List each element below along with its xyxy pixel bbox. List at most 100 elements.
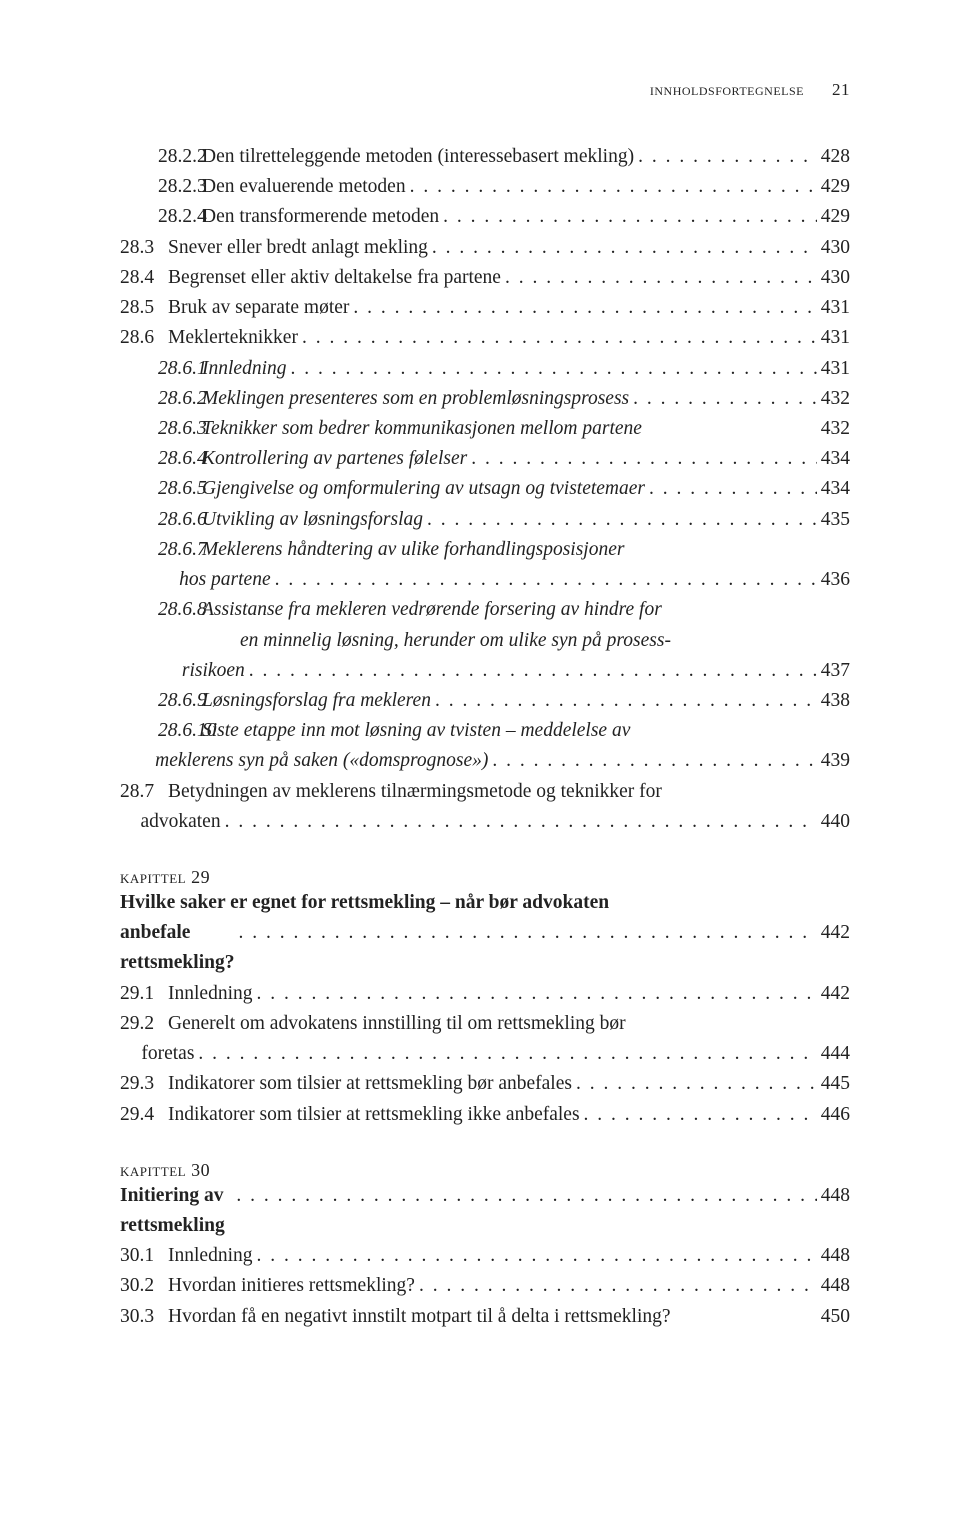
dots xyxy=(439,202,817,232)
dots xyxy=(406,172,817,202)
dots xyxy=(645,474,817,504)
toc-page: 442 xyxy=(817,979,850,1009)
toc-number: 28.6 xyxy=(120,323,164,353)
toc-number: 30.3 xyxy=(120,1302,164,1332)
dots xyxy=(629,384,817,414)
dots xyxy=(501,263,817,293)
chapter-30-title-text: Initiering av rettsmekling xyxy=(120,1181,232,1241)
toc-number: 28.5 xyxy=(120,293,164,323)
toc-entry: 28.6.6Utvikling av løsningsforslag435 xyxy=(120,505,850,535)
chapter-29-title: Hvilke saker er egnet for rettsmekling –… xyxy=(120,888,850,979)
dots xyxy=(428,233,817,263)
chapter-29-title-page: 442 xyxy=(817,918,850,948)
toc-page: 431 xyxy=(817,323,850,353)
dots xyxy=(194,1039,816,1069)
toc-label: Hvordan få en negativt innstilt motpart … xyxy=(164,1302,671,1332)
toc-page: 448 xyxy=(817,1271,850,1301)
toc-number: 29.2 xyxy=(120,1009,164,1039)
toc-label: Siste etappe inn mot løsning av tvisten … xyxy=(198,716,630,746)
toc-label: Meklerens håndtering av ulike forhandlin… xyxy=(198,535,624,565)
toc-entry: 28.6.2Meklingen presenteres som en probl… xyxy=(120,384,850,414)
toc-page: 432 xyxy=(817,384,850,414)
toc-number: 28.6.8 xyxy=(120,595,198,625)
toc-entry: 28.3Snever eller bredt anlagt mekling430 xyxy=(120,233,850,263)
toc-label: Innledning xyxy=(198,354,286,384)
toc-entry: 28.2.4Den transformerende metoden429 xyxy=(120,202,850,232)
dots xyxy=(245,656,817,686)
toc-entry: 29.3Indikatorer som tilsier at rettsmekl… xyxy=(120,1069,850,1099)
toc-label: Teknikker som bedrer kommunikasjonen mel… xyxy=(198,414,642,444)
toc-label: Begrenset eller aktiv deltakelse fra par… xyxy=(164,263,501,293)
toc-entry: 28.6.4Kontrollering av partenes følelser… xyxy=(120,444,850,474)
toc-label: Betydningen av meklerens tilnærmingsmeto… xyxy=(164,777,662,807)
toc-entry-cont: foretas444 xyxy=(120,1039,850,1069)
toc-label: Hvordan initieres rettsmekling? xyxy=(164,1271,415,1301)
chapter-29-label: kapittel 29 xyxy=(120,867,850,888)
toc-entry: 30.3Hvordan få en negativt innstilt motp… xyxy=(120,1302,850,1332)
toc-label: Innledning xyxy=(164,1241,252,1271)
toc-entry: 28.2.3Den evaluerende metoden429 xyxy=(120,172,850,202)
toc-label: Assistanse fra mekleren vedrørende forse… xyxy=(198,595,662,625)
dots xyxy=(580,1100,817,1130)
toc-number: 28.6.5 xyxy=(120,474,198,504)
toc-label: hos partene xyxy=(179,565,271,595)
toc-entry: 29.1Innledning 442 xyxy=(120,979,850,1009)
toc-entry-cont: hos partene 436 xyxy=(120,565,850,595)
dots xyxy=(488,746,816,776)
toc-page: 436 xyxy=(817,565,850,595)
dots xyxy=(572,1069,817,1099)
toc-label: Innledning xyxy=(164,979,252,1009)
toc-entry: 28.6.5Gjengivelse og omformulering av ut… xyxy=(120,474,850,504)
toc-entry: 28.6.10Siste etappe inn mot løsning av t… xyxy=(120,716,850,746)
toc-page: 445 xyxy=(817,1069,850,1099)
chapter-30-label: kapittel 30 xyxy=(120,1160,850,1181)
toc-section-28: 28.2.2Den tilretteleggende metoden (inte… xyxy=(120,142,850,837)
toc-entry: 28.6Meklerteknikker431 xyxy=(120,323,850,353)
toc-label: Kontrollering av partenes følelser xyxy=(198,444,467,474)
dots xyxy=(634,142,817,172)
toc-number: 28.6.1 xyxy=(120,354,198,384)
toc-page: 438 xyxy=(817,686,850,716)
toc-label: meklerens syn på saken («domsprognose») xyxy=(155,746,488,776)
toc-page: 448 xyxy=(817,1241,850,1271)
running-header: innholdsfortegnelse 21 xyxy=(120,80,850,100)
toc-entry: 28.6.9Løsningsforslag fra mekleren438 xyxy=(120,686,850,716)
toc-section-29: 29.1Innledning 442 29.2Generelt om advokat… xyxy=(120,979,850,1130)
toc-entry-cont: en minnelig løsning, herunder om ulike s… xyxy=(120,626,850,656)
dots xyxy=(252,1241,816,1271)
toc-section-30: 30.1Innledning44830.2Hvordan initieres r… xyxy=(120,1241,850,1332)
toc-entry: 30.1Innledning448 xyxy=(120,1241,850,1271)
toc-number: 28.6.7 xyxy=(120,535,198,565)
toc-label: Den tilretteleggende metoden (interesseb… xyxy=(198,142,634,172)
toc-entry-cont: risikoen437 xyxy=(120,656,850,686)
dots xyxy=(286,354,816,384)
toc-number: 28.6.10 xyxy=(120,716,198,746)
toc-page: 430 xyxy=(817,233,850,263)
toc-label: Bruk av separate møter xyxy=(164,293,349,323)
toc-label: Løsningsforslag fra mekleren xyxy=(198,686,431,716)
toc-page: 434 xyxy=(817,474,850,504)
chapter-29-title-line1: Hvilke saker er egnet for rettsmekling –… xyxy=(120,888,609,918)
toc-label: risikoen xyxy=(182,656,245,686)
toc-page: 439 xyxy=(817,746,850,776)
chapter-30-title: Initiering av rettsmekling 448 xyxy=(120,1181,850,1241)
toc-label: Indikatorer som tilsier at rettsmekling … xyxy=(164,1069,572,1099)
toc-page: 434 xyxy=(817,444,850,474)
toc-label: en minnelig løsning, herunder om ulike s… xyxy=(240,626,671,656)
header-page: 21 xyxy=(832,80,850,100)
toc-number: 30.2 xyxy=(120,1271,164,1301)
toc-label: Gjengivelse og omformulering av utsagn o… xyxy=(198,474,645,504)
toc-page: 444 xyxy=(817,1039,850,1069)
toc-label: Indikatorer som tilsier at rettsmekling … xyxy=(164,1100,580,1130)
toc-number: 28.6.2 xyxy=(120,384,198,414)
toc-number: 28.7 xyxy=(120,777,164,807)
toc-number: 29.1 xyxy=(120,979,164,1009)
dots xyxy=(234,918,816,948)
toc-number: 28.6.6 xyxy=(120,505,198,535)
toc-label: Generelt om advokatens innstilling til o… xyxy=(164,1009,626,1039)
toc-page: 430 xyxy=(817,263,850,293)
toc-page: 429 xyxy=(817,172,850,202)
toc-number: 28.2.4 xyxy=(120,202,198,232)
toc-page: 440 xyxy=(817,807,850,837)
dots xyxy=(271,565,817,595)
